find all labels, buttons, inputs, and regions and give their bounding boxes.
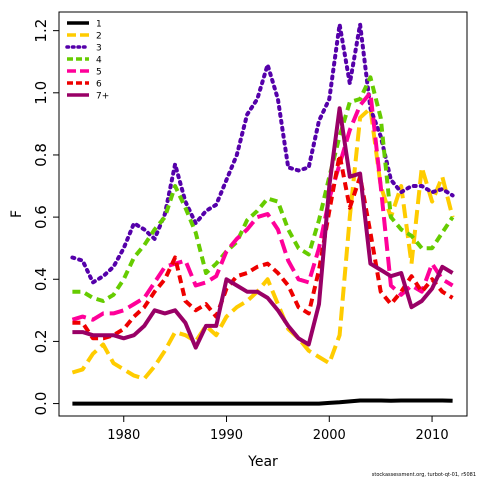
y-tick-label: 0.6	[32, 205, 50, 229]
y-axis: 0.0 0.2 0.4 0.6 0.8 1.0 1.2	[32, 19, 60, 416]
series-line-2	[71, 106, 455, 381]
series-line-6	[72, 153, 454, 341]
footer-credit: stockassessment.org, turbot-qt-01, r5081	[371, 472, 476, 478]
legend-label-4: 4	[96, 56, 102, 66]
y-tick-label: 0.0	[32, 392, 50, 416]
legend-label-7: 7+	[96, 92, 109, 102]
legend-label-1: 1	[96, 20, 102, 30]
y-tick-label: 1.2	[32, 19, 50, 43]
legend-label-3: 3	[96, 44, 102, 54]
legend: 1 2 3 4 5 6 7+	[65, 20, 109, 102]
series-line-4	[72, 75, 455, 303]
y-tick-label: 0.2	[32, 329, 50, 353]
series-line-7	[72, 106, 454, 350]
x-axis: 1980 1990 2000 2010	[107, 415, 449, 443]
y-axis-label: F	[9, 210, 25, 218]
legend-label-2: 2	[96, 32, 102, 42]
x-axis-label: Year	[247, 454, 278, 470]
x-tick-label: 1990	[210, 428, 243, 443]
legend-label-5: 5	[96, 68, 102, 78]
series-line-3	[70, 22, 455, 285]
x-tick-label: 2010	[416, 428, 449, 443]
y-tick-label: 0.4	[32, 267, 50, 291]
x-tick-label: 1980	[107, 428, 140, 443]
y-tick-label: 1.0	[32, 81, 50, 105]
legend-label-6: 6	[96, 80, 102, 90]
series-line-5	[71, 90, 454, 322]
x-tick-label: 2000	[313, 428, 346, 443]
series-line-1	[72, 398, 453, 406]
y-tick-label: 0.8	[32, 143, 50, 167]
series-layer	[70, 22, 455, 406]
